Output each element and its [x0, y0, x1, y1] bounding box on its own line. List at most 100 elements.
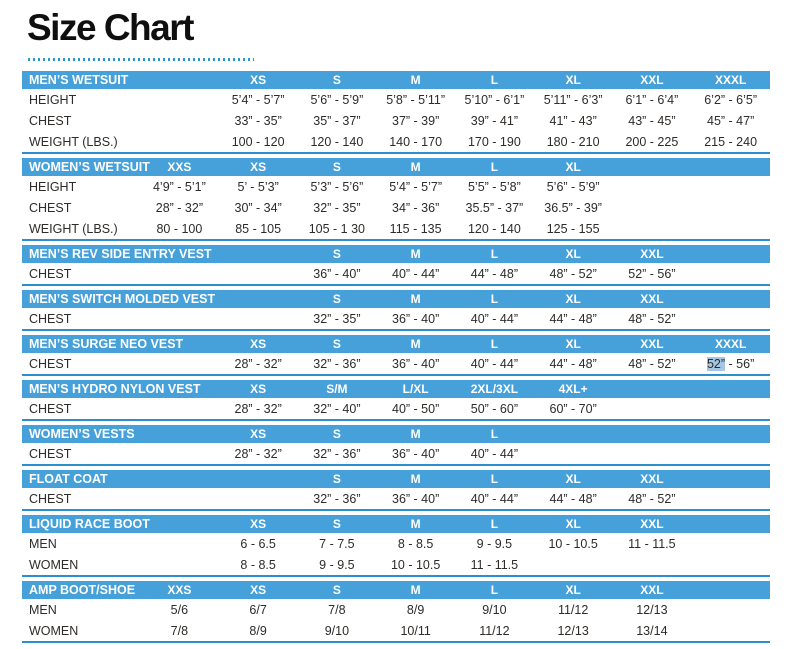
size-col-header: S/M	[326, 382, 348, 396]
value-cell: 40” - 50”	[392, 401, 440, 416]
size-col-header: S	[332, 292, 341, 306]
value-cell: 28” - 32”	[234, 446, 282, 461]
value-cell: 44” - 48”	[470, 266, 518, 281]
size-col-header: XL	[565, 292, 581, 306]
value-cell: 200 - 225	[625, 134, 679, 149]
table-row: CHEST 36” - 40” 40” - 44” 44” - 48” 48” - 52…	[22, 263, 770, 284]
table-title: MEN’S HYDRO NYLON VEST	[29, 382, 201, 396]
value-cell: 45” - 47”	[707, 113, 755, 128]
value-cell: 5’10” - 6’1”	[464, 92, 525, 107]
size-col-header: M	[410, 472, 421, 486]
table-header-bar: MEN’S REV SIDE ENTRY VEST S M L XL XXL	[22, 245, 770, 263]
value-cell: 8/9	[249, 623, 267, 638]
value-cell: 215 - 240	[704, 134, 758, 149]
size-col-header: S	[332, 472, 341, 486]
value-cell: 32” - 40”	[313, 401, 361, 416]
size-col-header: XS	[250, 427, 267, 441]
size-col-header: XL	[565, 583, 581, 597]
size-col-header: L	[490, 160, 499, 174]
value-cell: 35” - 37”	[313, 113, 361, 128]
table-header-bar: WOMEN’S WETSUIT XXS XS S M L XL	[22, 158, 770, 176]
size-table: MEN’S SURGE NEO VEST XS S M L XL XXL XXXL CHEST 2…	[22, 335, 770, 376]
value-cell: 180 - 210	[546, 134, 600, 149]
table-row: WOMEN 7/8 8/9 9/10 10/11 11/12 12/13 13/14	[22, 620, 770, 641]
size-col-header: M	[410, 160, 421, 174]
table-row: CHEST 33” - 35” 35” - 37” 37” - 39” 39” - 41…	[22, 110, 770, 131]
page-title: Size Chart	[27, 7, 194, 48]
row-label: HEIGHT	[29, 92, 77, 107]
row-label: HEIGHT	[29, 179, 77, 194]
size-col-header: 2XL/3XL	[470, 382, 519, 396]
value-cell: 48” - 52”	[628, 491, 676, 506]
size-col-header: XXL	[640, 73, 664, 87]
value-cell: 11/12	[557, 602, 589, 617]
value-cell: 60” - 70”	[549, 401, 597, 416]
size-col-header: XXL	[640, 472, 664, 486]
value-cell: 48” - 52”	[628, 356, 676, 371]
value-cell: 5’4” - 5’7”	[231, 92, 285, 107]
value-cell: 5’4” - 5’7”	[389, 179, 443, 194]
value-cell: 52” - 56”	[628, 266, 676, 281]
size-col-header: XL	[565, 73, 581, 87]
size-col-header: S	[332, 427, 341, 441]
table-title: LIQUID RACE BOOT	[29, 517, 150, 531]
size-col-header: S	[332, 247, 341, 261]
size-col-header: XS	[250, 73, 267, 87]
table-row: CHEST 28” - 32” 32” - 40” 40” - 50” 50” - 60…	[22, 398, 770, 419]
row-label: CHEST	[29, 356, 72, 371]
size-col-header: XS	[250, 517, 267, 531]
table-title: MEN’S SWITCH MOLDED VEST	[29, 292, 216, 306]
row-label: CHEST	[29, 491, 72, 506]
value-cell: 5’11” - 6’3”	[543, 92, 603, 107]
value-cell: 6’1” - 6’4”	[625, 92, 679, 107]
value-cell: 6 - 6.5	[240, 536, 276, 551]
table-row: CHEST 28” - 32” 30” - 34” 32” - 35” 34” - 36…	[22, 197, 770, 218]
value-cell: 9 - 9.5	[476, 536, 513, 551]
size-col-header: S	[332, 160, 341, 174]
value-cell: 32” - 36”	[313, 446, 361, 461]
value-cell: 10 - 10.5	[548, 536, 598, 551]
table-row: MEN 5/6 6/7 7/8 8/9 9/10 11/12 12/13	[22, 599, 770, 620]
size-col-header: XS	[250, 337, 267, 351]
table-row: CHEST 28” - 32” 32” - 36” 36” - 40” 40” - 44…	[22, 353, 770, 374]
row-label: CHEST	[29, 446, 72, 461]
value-cell: 52” - 56”	[706, 356, 755, 371]
table-header-bar: MEN’S SWITCH MOLDED VEST S M L XL XXL	[22, 290, 770, 308]
table-row: WOMEN 8 - 8.5 9 - 9.5 10 - 10.5 11 - 11.5	[22, 554, 770, 575]
value-cell: 44” - 48”	[549, 356, 597, 371]
size-col-header: L/XL	[402, 382, 429, 396]
value-cell: 12/13	[557, 623, 589, 638]
value-cell: 36” - 40”	[392, 356, 440, 371]
row-label: CHEST	[29, 311, 72, 326]
table-title: WOMEN’S WETSUIT	[29, 160, 150, 174]
value-cell: 40” - 44”	[470, 311, 518, 326]
value-cell: 7/8	[170, 623, 189, 638]
value-cell: 36” - 40”	[313, 266, 361, 281]
row-label: WEIGHT (LBS.)	[29, 221, 118, 236]
table-header-bar: FLOAT COAT S M L XL XXL	[22, 470, 770, 488]
value-cell: 4’9” - 5’1”	[152, 179, 206, 194]
size-col-header: L	[490, 517, 499, 531]
size-table: MEN’S REV SIDE ENTRY VEST S M L XL XXL CHEST 36…	[22, 245, 770, 286]
value-cell: 34” - 36”	[392, 200, 440, 215]
value-cell: 48” - 52”	[628, 311, 676, 326]
size-table: WOMEN’S WETSUIT XXS XS S M L XL HEIGHT 4’9” - 5’…	[22, 158, 770, 241]
size-col-header: XXL	[640, 583, 664, 597]
row-label: MEN	[29, 536, 57, 551]
value-cell: 120 - 140	[310, 134, 364, 149]
value-cell: 44” - 48”	[549, 311, 597, 326]
size-table: MEN’S WETSUIT XS S M L XL XXL XXXL HEIGHT 5’4” - …	[22, 71, 770, 154]
table-title: MEN’S REV SIDE ENTRY VEST	[29, 247, 212, 261]
value-cell: 33” - 35”	[234, 113, 282, 128]
value-cell: 10 - 10.5	[390, 557, 441, 572]
size-col-header: M	[410, 517, 421, 531]
value-cell: 11 - 11.5	[470, 557, 519, 572]
table-header-bar: MEN’S HYDRO NYLON VEST XS S/M L/XL 2XL/3XL 4X…	[22, 380, 770, 398]
table-title: AMP BOOT/SHOE	[29, 583, 136, 597]
size-col-header: XXXL	[714, 73, 747, 87]
size-col-header: M	[410, 73, 421, 87]
size-col-header: L	[490, 73, 499, 87]
table-header-bar: MEN’S SURGE NEO VEST XS S M L XL XXL XXXL	[22, 335, 770, 353]
row-label: WOMEN	[29, 623, 79, 638]
value-cell: 170 - 190	[467, 134, 521, 149]
